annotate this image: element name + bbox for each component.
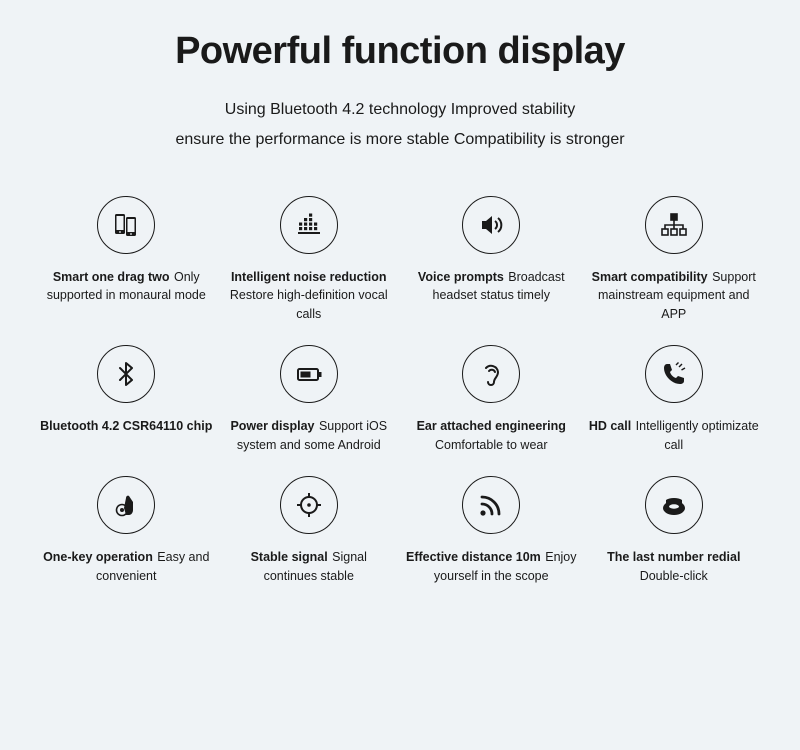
feature-item: Smart one drag two Only supported in mon… — [40, 196, 213, 324]
feature-text: Power display Support iOS system and som… — [223, 417, 396, 454]
ear-icon — [462, 345, 520, 403]
feature-grid: Smart one drag two Only supported in mon… — [40, 196, 760, 586]
subtitle-line-2: ensure the performance is more stable Co… — [40, 125, 760, 155]
feature-item: Ear attached engineering Comfortable to … — [405, 345, 578, 454]
feature-text: Stable signal Signal continues stable — [223, 548, 396, 585]
feature-desc: Double-click — [640, 569, 708, 583]
feature-item: Bluetooth 4.2 CSR64110 chip — [40, 345, 213, 454]
feature-text: Ear attached engineering Comfortable to … — [405, 417, 578, 454]
feature-item: Effective distance 10m Enjoy yourself in… — [405, 476, 578, 585]
network-icon — [645, 196, 703, 254]
infographic-page: Powerful function display Using Bluetoot… — [0, 0, 800, 605]
feature-item: One-key operation Easy and convenient — [40, 476, 213, 585]
feature-item: Stable signal Signal continues stable — [223, 476, 396, 585]
feature-title: Effective distance 10m — [406, 550, 541, 564]
subtitle-line-1: Using Bluetooth 4.2 technology Improved … — [40, 95, 760, 125]
equalizer-icon — [280, 196, 338, 254]
feature-text: The last number redial Double-click — [588, 548, 761, 585]
page-subtitle: Using Bluetooth 4.2 technology Improved … — [40, 95, 760, 156]
target-icon — [280, 476, 338, 534]
feature-title: Stable signal — [251, 550, 328, 564]
feature-text: Bluetooth 4.2 CSR64110 chip — [40, 417, 212, 436]
feature-title: Bluetooth 4.2 CSR64110 chip — [40, 419, 212, 433]
phones-icon — [97, 196, 155, 254]
feature-item: Voice prompts Broadcast headset status t… — [405, 196, 578, 324]
feature-text: Intelligent noise reduction Restore high… — [223, 268, 396, 324]
speaker-icon — [462, 196, 520, 254]
feature-text: One-key operation Easy and convenient — [40, 548, 213, 585]
feature-text: HD call Intelligently optimizate call — [588, 417, 761, 454]
feature-title: Voice prompts — [418, 270, 504, 284]
redial-icon — [645, 476, 703, 534]
feature-text: Voice prompts Broadcast headset status t… — [405, 268, 578, 305]
feature-item: Power display Support iOS system and som… — [223, 345, 396, 454]
feature-item: Intelligent noise reduction Restore high… — [223, 196, 396, 324]
feature-title: One-key operation — [43, 550, 153, 564]
call-icon — [645, 345, 703, 403]
feature-title: Power display — [230, 419, 314, 433]
feature-item: HD call Intelligently optimizate call — [588, 345, 761, 454]
feature-desc: Restore high-definition vocal calls — [230, 288, 388, 321]
touch-icon — [97, 476, 155, 534]
feature-title: HD call — [589, 419, 631, 433]
feature-title: Intelligent noise reduction — [231, 270, 387, 284]
feature-item: The last number redial Double-click — [588, 476, 761, 585]
feature-title: Smart one drag two — [53, 270, 170, 284]
feature-desc: Comfortable to wear — [435, 438, 548, 452]
feature-title: The last number redial — [607, 550, 740, 564]
signal-icon — [462, 476, 520, 534]
page-title: Powerful function display — [40, 30, 760, 73]
feature-text: Effective distance 10m Enjoy yourself in… — [405, 548, 578, 585]
feature-title: Ear attached engineering — [417, 419, 566, 433]
feature-title: Smart compatibility — [592, 270, 708, 284]
feature-text: Smart one drag two Only supported in mon… — [40, 268, 213, 305]
feature-item: Smart compatibility Support mainstream e… — [588, 196, 761, 324]
feature-desc: Intelligently optimizate call — [636, 419, 759, 452]
battery-icon — [280, 345, 338, 403]
feature-text: Smart compatibility Support mainstream e… — [588, 268, 761, 324]
bluetooth-icon — [97, 345, 155, 403]
